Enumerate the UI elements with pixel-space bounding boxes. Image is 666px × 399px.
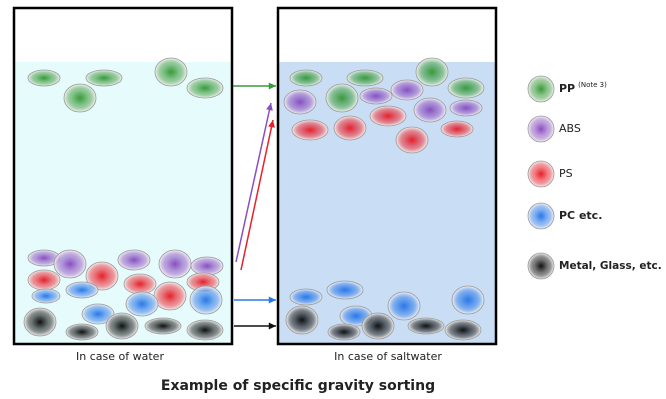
arrow-head	[269, 323, 276, 330]
particle	[326, 84, 358, 112]
legend-label: PS	[559, 167, 573, 180]
arrows	[233, 83, 276, 330]
particle	[54, 250, 86, 278]
arrow-head	[269, 83, 276, 90]
particle	[145, 318, 181, 334]
particle	[450, 100, 482, 116]
arrow	[241, 120, 273, 270]
particle	[284, 90, 316, 114]
particle	[28, 70, 60, 86]
particle	[64, 84, 96, 112]
particle	[391, 80, 423, 100]
diagram: In case of water In case of saltwater Ex…	[0, 0, 666, 399]
particle	[334, 116, 366, 140]
particle	[396, 127, 428, 153]
particle	[154, 282, 186, 310]
legend: PP(Note 3) ABS PS PC etc. Metal, Glass, etc.	[528, 76, 662, 279]
particle	[159, 250, 191, 278]
particle	[118, 250, 150, 270]
legend-label: PC etc.	[559, 209, 602, 222]
particle	[327, 281, 363, 299]
particle	[66, 282, 98, 298]
legend-note: (Note 3)	[578, 81, 607, 89]
particle	[360, 88, 392, 104]
particle	[292, 120, 328, 140]
legend-icon	[528, 253, 554, 279]
particle	[32, 289, 60, 303]
particle	[388, 292, 420, 320]
particle	[66, 324, 98, 340]
particle	[126, 292, 158, 316]
arrow-head	[268, 120, 275, 128]
particle	[190, 286, 222, 314]
particle	[441, 121, 473, 137]
legend-label: Metal, Glass, etc.	[559, 260, 662, 272]
legend-label: PP	[559, 82, 575, 95]
particle	[408, 318, 444, 334]
legend-icon	[528, 76, 554, 102]
particle	[106, 313, 138, 339]
legend-label: ABS	[559, 122, 581, 135]
particle	[286, 306, 318, 334]
particle	[290, 289, 322, 305]
particle	[187, 78, 223, 98]
particle	[362, 313, 394, 339]
legend-icon	[528, 203, 554, 229]
arrow	[236, 103, 271, 262]
particle	[452, 286, 484, 314]
arrow-head	[269, 297, 276, 304]
particle	[445, 320, 481, 340]
particle	[155, 58, 187, 86]
legend-icon	[528, 161, 554, 187]
particle	[28, 270, 60, 290]
left-caption: In case of water	[76, 350, 164, 363]
particle	[24, 308, 56, 336]
particle	[416, 58, 448, 86]
particle	[347, 70, 383, 86]
particle	[414, 98, 446, 122]
particle	[328, 324, 360, 340]
particle	[124, 274, 156, 294]
particle	[290, 70, 322, 86]
particle	[191, 257, 223, 275]
right-caption: In case of saltwater	[334, 350, 442, 363]
particle	[448, 78, 484, 98]
particle	[370, 106, 406, 126]
arrow-head	[266, 103, 273, 111]
particle	[86, 70, 122, 86]
legend-icon	[528, 116, 554, 142]
title: Example of specific gravity sorting	[161, 378, 435, 394]
particle	[187, 320, 223, 340]
